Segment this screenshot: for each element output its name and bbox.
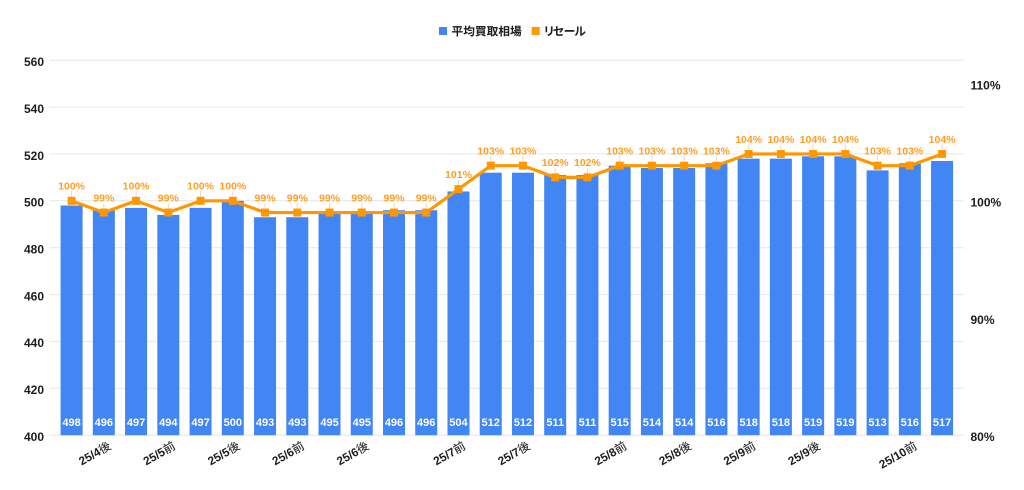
svg-text:516: 516 (707, 417, 725, 429)
svg-text:420: 420 (24, 383, 44, 397)
svg-text:493: 493 (288, 417, 306, 429)
svg-text:99%: 99% (158, 192, 180, 204)
svg-text:440: 440 (24, 336, 44, 350)
svg-text:99%: 99% (319, 192, 341, 204)
svg-text:495: 495 (320, 417, 338, 429)
svg-text:519: 519 (804, 417, 822, 429)
svg-text:497: 497 (127, 417, 145, 429)
svg-text:104%: 104% (735, 134, 763, 146)
svg-text:518: 518 (739, 417, 757, 429)
svg-text:101%: 101% (445, 169, 473, 181)
svg-text:496: 496 (95, 417, 113, 429)
svg-text:104%: 104% (929, 134, 957, 146)
svg-text:494: 494 (159, 417, 178, 429)
svg-text:497: 497 (191, 417, 209, 429)
svg-text:511: 511 (579, 417, 597, 429)
svg-text:80%: 80% (971, 430, 995, 444)
svg-text:103%: 103% (510, 145, 538, 157)
svg-text:102%: 102% (574, 157, 602, 169)
svg-text:511: 511 (546, 417, 564, 429)
svg-text:100%: 100% (58, 181, 86, 193)
svg-text:560: 560 (24, 55, 44, 69)
svg-text:500: 500 (224, 417, 242, 429)
svg-text:493: 493 (256, 417, 274, 429)
svg-text:516: 516 (901, 417, 919, 429)
svg-text:103%: 103% (896, 145, 924, 157)
svg-text:514: 514 (675, 417, 694, 429)
svg-text:498: 498 (62, 417, 80, 429)
svg-text:104%: 104% (832, 134, 860, 146)
svg-text:104%: 104% (767, 134, 795, 146)
svg-text:496: 496 (417, 417, 435, 429)
svg-text:100%: 100% (219, 181, 247, 193)
svg-text:520: 520 (24, 149, 44, 163)
svg-text:99%: 99% (255, 192, 277, 204)
svg-text:102%: 102% (542, 157, 570, 169)
svg-text:540: 540 (24, 102, 44, 116)
svg-text:104%: 104% (800, 134, 828, 146)
svg-text:103%: 103% (703, 145, 731, 157)
svg-text:100%: 100% (971, 196, 1002, 210)
svg-text:103%: 103% (864, 145, 892, 157)
svg-text:519: 519 (836, 417, 854, 429)
svg-text:512: 512 (514, 417, 532, 429)
svg-text:400: 400 (24, 430, 44, 444)
svg-text:90%: 90% (971, 313, 995, 327)
svg-text:496: 496 (385, 417, 403, 429)
svg-text:99%: 99% (287, 192, 309, 204)
svg-text:513: 513 (868, 417, 886, 429)
svg-text:517: 517 (933, 417, 951, 429)
svg-text:514: 514 (643, 417, 662, 429)
svg-text:460: 460 (24, 289, 44, 303)
svg-text:480: 480 (24, 243, 44, 257)
svg-text:103%: 103% (606, 145, 634, 157)
svg-text:100%: 100% (123, 181, 151, 193)
svg-text:518: 518 (772, 417, 790, 429)
svg-text:512: 512 (482, 417, 500, 429)
svg-text:103%: 103% (638, 145, 666, 157)
svg-text:495: 495 (353, 417, 371, 429)
svg-text:99%: 99% (351, 192, 373, 204)
svg-text:100%: 100% (187, 181, 215, 193)
svg-text:500: 500 (24, 196, 44, 210)
svg-text:515: 515 (611, 417, 629, 429)
svg-text:103%: 103% (671, 145, 699, 157)
svg-text:103%: 103% (477, 145, 505, 157)
svg-text:99%: 99% (93, 192, 115, 204)
svg-text:99%: 99% (416, 192, 438, 204)
svg-text:110%: 110% (971, 78, 1001, 92)
svg-text:504: 504 (449, 417, 468, 429)
svg-text:99%: 99% (383, 192, 405, 204)
